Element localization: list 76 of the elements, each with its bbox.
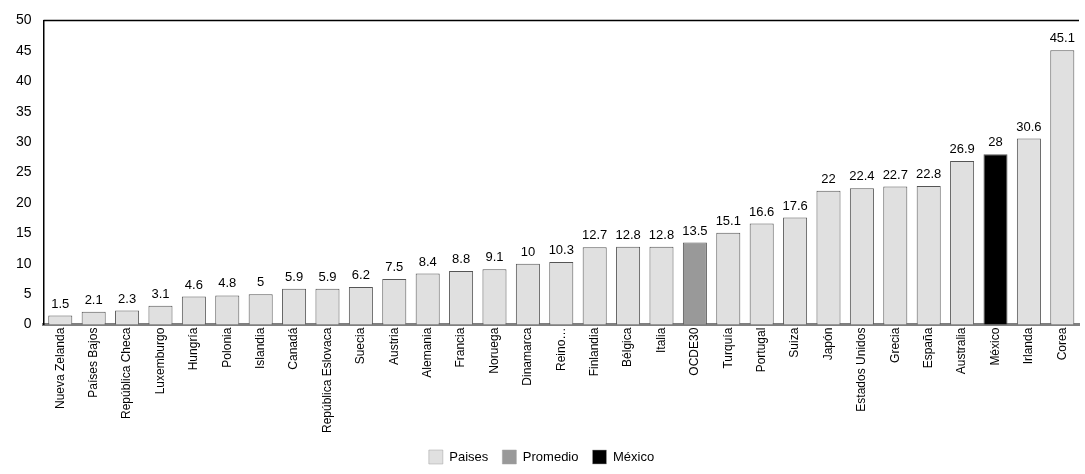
- y-tick-label: 5: [23, 285, 32, 302]
- x-tick-label: Reino…: [553, 327, 568, 371]
- data-label: 5.9: [285, 268, 304, 284]
- x-tick-label: Corea: [1054, 327, 1069, 361]
- x-tick-label: Alemania: [420, 327, 434, 378]
- x-tick-label: Dinamarca: [520, 327, 535, 386]
- legend-label: México: [612, 448, 655, 464]
- data-label: 22: [821, 170, 836, 186]
- data-label: 22.4: [849, 168, 875, 184]
- data-label: 2.1: [84, 291, 103, 307]
- x-tick-label: Islandia: [252, 327, 267, 369]
- x-tick-label: Noruega: [486, 327, 501, 374]
- data-label: 12.7: [582, 227, 608, 243]
- data-label: 5.9: [318, 268, 337, 284]
- data-label: 28: [988, 134, 1003, 150]
- data-label: 3.1: [151, 285, 170, 301]
- x-tick-label: Países Bajos: [85, 327, 100, 398]
- x-tick-label: Austria: [386, 327, 401, 365]
- x-tick-label: Bélgica: [620, 327, 635, 367]
- x-tick-label: Suiza: [787, 327, 802, 358]
- x-tick-label: Italia: [653, 327, 668, 353]
- data-label: 4.6: [184, 276, 203, 292]
- x-tick-label: Canadá: [286, 327, 301, 370]
- y-tick-label: 30: [15, 132, 32, 149]
- x-tick-label: Grecia: [887, 327, 902, 363]
- data-label: 15.1: [715, 212, 741, 228]
- data-label: 6.2: [351, 266, 370, 282]
- data-label: 12.8: [615, 226, 641, 242]
- x-tick-label: Suecia: [353, 327, 368, 365]
- data-label: 10: [520, 243, 536, 259]
- data-label: 12.8: [648, 226, 675, 242]
- x-tick-label: Hungría: [186, 327, 201, 371]
- x-tick-label: OCDE30: [687, 327, 702, 376]
- data-label: 8.4: [418, 253, 437, 269]
- y-tick-label: 40: [15, 72, 32, 89]
- data-label: 17.6: [782, 197, 808, 213]
- legend-label: Paises: [449, 448, 489, 464]
- data-label: 22.7: [882, 166, 908, 182]
- x-tick-label: Finlandia: [587, 327, 601, 377]
- data-label: 5: [257, 274, 265, 290]
- data-label: 45.1: [1049, 30, 1075, 46]
- y-tick-label: 35: [15, 102, 32, 119]
- x-tick-label: Luxemburgo: [152, 327, 167, 395]
- y-tick-label: 50: [15, 11, 32, 28]
- x-tick-label: Irlanda: [1021, 327, 1036, 365]
- data-label: 26.9: [949, 141, 975, 157]
- data-label: 9.1: [485, 249, 504, 265]
- data-label: 8.8: [452, 251, 471, 267]
- x-tick-label: Portugal: [754, 327, 768, 373]
- y-tick-label: 20: [15, 193, 32, 210]
- data-label: 1.5: [51, 295, 70, 311]
- data-label: 4.8: [218, 275, 237, 291]
- x-tick-label: Estados Unidos: [854, 327, 869, 412]
- legend-label: Promedio: [522, 448, 579, 464]
- y-tick-label: 25: [15, 163, 32, 180]
- y-tick-label: 10: [15, 254, 32, 271]
- x-tick-label: Francia: [453, 327, 468, 368]
- data-label: 2.3: [118, 290, 137, 306]
- data-label: 10.3: [548, 242, 574, 258]
- x-tick-label: Turquía: [720, 327, 735, 369]
- data-label: 16.6: [749, 203, 775, 219]
- x-tick-label: México: [987, 327, 1002, 366]
- x-tick-label: Australia: [954, 327, 969, 375]
- y-tick-label: 15: [15, 224, 32, 241]
- y-tick-label: 45: [15, 41, 32, 58]
- y-tick-label: 0: [23, 315, 32, 332]
- x-tick-label: Nueva Zelanda: [52, 327, 67, 409]
- data-label: 7.5: [385, 259, 404, 275]
- x-tick-label: Polonia: [219, 327, 234, 368]
- data-label: 30.6: [1016, 118, 1042, 134]
- x-tick-label: Japón: [820, 327, 835, 361]
- data-label: 22.8: [916, 165, 942, 181]
- x-tick-label: República Checa: [119, 327, 134, 419]
- x-tick-label: República Eslovaca: [319, 327, 334, 434]
- data-label: 13.5: [682, 222, 708, 238]
- x-tick-label: España: [921, 327, 936, 369]
